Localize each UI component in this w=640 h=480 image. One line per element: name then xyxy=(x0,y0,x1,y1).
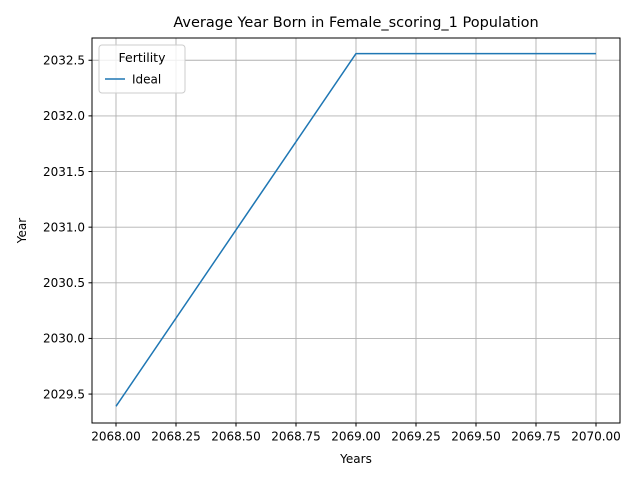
legend-title: Fertility xyxy=(119,50,167,65)
legend-label-ideal: Ideal xyxy=(132,73,161,87)
x-tick-label: 2069.25 xyxy=(391,430,441,444)
series-line-ideal xyxy=(115,52,596,407)
legend-box xyxy=(98,44,186,94)
x-tick-label: 2069.50 xyxy=(451,430,501,444)
y-tick-label: 2032.5 xyxy=(43,54,85,68)
y-tick-label: 2032.0 xyxy=(43,109,85,123)
x-tick-label: 2070.00 xyxy=(571,430,621,444)
series-layer xyxy=(115,52,596,407)
x-tick-label: 2069.00 xyxy=(331,430,381,444)
x-tick-label: 2068.50 xyxy=(211,430,261,444)
y-tick-label: 2031.5 xyxy=(43,165,85,179)
grid-layer xyxy=(92,38,620,423)
chart-title: Average Year Born in Female_scoring_1 Po… xyxy=(173,15,538,31)
x-tick-label: 2069.75 xyxy=(511,430,561,444)
x-axis-label: Years xyxy=(339,452,372,466)
y-axis-label: Year xyxy=(15,218,29,244)
x-tick-label: 2068.00 xyxy=(91,430,141,444)
y-tick-label: 2030.0 xyxy=(43,332,85,346)
y-axis-ticks: 2029.5 2030.0 2030.5 2031.0 2031.5 2032.0 2032… xyxy=(43,54,92,401)
y-tick-label: 2029.5 xyxy=(43,387,85,401)
x-axis-ticks: 2068.00 2068.25 2068.50 2068.75 2069.00 2069.… xyxy=(91,423,621,444)
y-tick-label: 2031.0 xyxy=(43,220,85,234)
x-tick-label: 2068.25 xyxy=(151,430,201,444)
legend: Fertility Ideal xyxy=(98,44,186,94)
x-tick-label: 2068.75 xyxy=(271,430,321,444)
y-tick-label: 2030.5 xyxy=(43,276,85,290)
